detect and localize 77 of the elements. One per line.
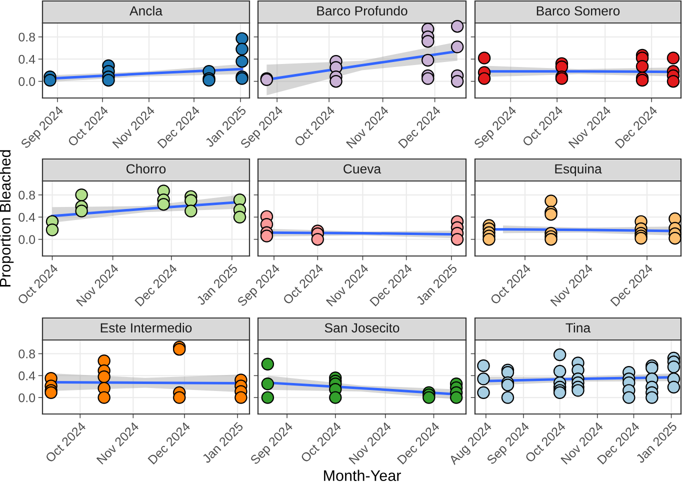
- point: [422, 34, 434, 48]
- x-axis-title: Month-Year: [324, 470, 401, 482]
- point: [236, 32, 248, 45]
- point: [236, 42, 248, 56]
- point: [666, 52, 680, 64]
- point: [450, 74, 464, 88]
- point: [46, 224, 59, 236]
- point: [75, 188, 88, 202]
- point: [422, 391, 436, 404]
- chart-title: Ancla: [130, 6, 162, 16]
- point: [501, 391, 514, 404]
- point: [478, 52, 491, 64]
- point: [260, 230, 274, 242]
- point: [477, 386, 490, 399]
- point: [622, 391, 636, 404]
- point: [261, 377, 274, 390]
- point: [636, 60, 649, 73]
- point: [667, 360, 680, 374]
- y-tick-label: 0.4: [18, 212, 36, 222]
- point: [234, 391, 248, 404]
- chart-title: Cueva: [344, 164, 382, 174]
- point: [477, 372, 490, 386]
- point: [98, 391, 110, 404]
- y-tick-label: 0.8: [18, 350, 36, 358]
- point: [236, 54, 248, 68]
- point: [233, 210, 246, 224]
- y-tick-label: 0.0: [18, 393, 36, 402]
- y-tick-label: 0.0: [18, 77, 36, 86]
- point: [478, 72, 491, 85]
- point: [553, 348, 566, 362]
- point: [330, 74, 342, 88]
- point: [329, 391, 342, 404]
- point: [261, 391, 274, 404]
- y-tick-label: 0.4: [18, 371, 36, 380]
- point: [666, 74, 680, 88]
- y-tick-label: 0.0: [18, 235, 36, 244]
- point: [450, 391, 463, 404]
- chart-title: Chorro: [126, 164, 166, 174]
- chart-title: Esquina: [555, 164, 602, 176]
- point: [422, 54, 434, 67]
- point: [172, 342, 186, 356]
- chart-title: Barco Profundo: [317, 6, 408, 16]
- point: [44, 74, 56, 87]
- point: [544, 208, 558, 221]
- chart-title: Barco Somero: [536, 6, 620, 16]
- point: [102, 74, 115, 87]
- point: [157, 198, 170, 211]
- point: [477, 359, 490, 372]
- point: [646, 362, 658, 374]
- y-tick-label: 0.8: [18, 190, 36, 200]
- y-tick-label: 0.4: [18, 54, 36, 64]
- point: [634, 232, 648, 245]
- point: [572, 384, 584, 397]
- point: [75, 204, 88, 218]
- point: [450, 232, 464, 246]
- point: [636, 74, 649, 87]
- point: [450, 20, 464, 33]
- point: [501, 378, 514, 392]
- point: [422, 72, 434, 85]
- chart-title: San Josecito: [324, 322, 400, 333]
- point: [450, 40, 464, 54]
- point: [184, 194, 198, 207]
- point: [172, 391, 186, 404]
- y-tick-label: 0.8: [18, 32, 36, 42]
- point: [184, 204, 198, 218]
- point: [668, 232, 682, 245]
- chart-title: Este Intermedio: [100, 322, 192, 333]
- point: [544, 194, 558, 208]
- point: [544, 232, 558, 246]
- point: [667, 380, 680, 394]
- point: [646, 391, 658, 404]
- point: [311, 232, 324, 246]
- point: [98, 370, 110, 384]
- chart-title: Tina: [566, 322, 591, 333]
- point: [261, 358, 274, 370]
- point: [553, 364, 566, 378]
- point: [482, 232, 496, 246]
